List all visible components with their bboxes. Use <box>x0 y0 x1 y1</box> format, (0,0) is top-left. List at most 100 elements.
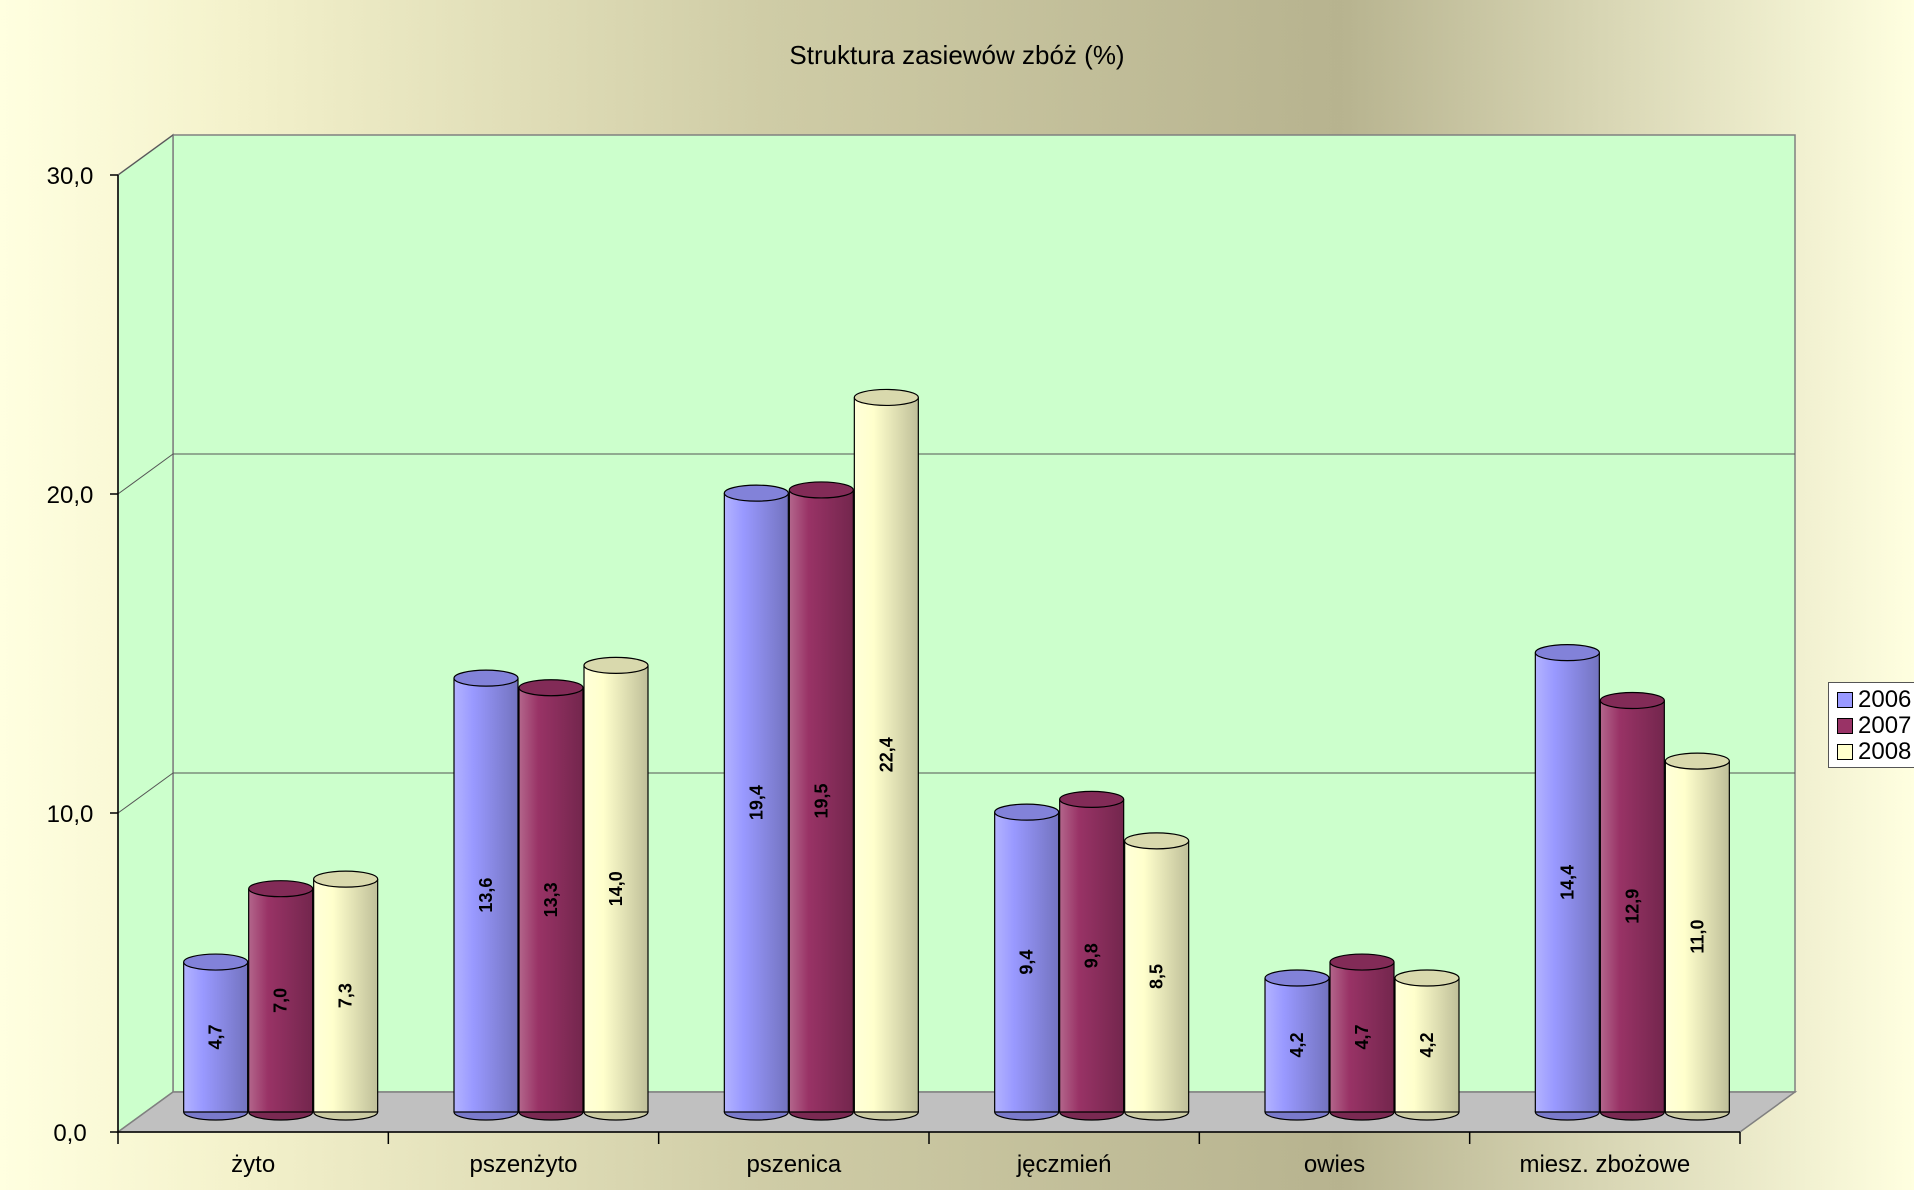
data-label: 7,3 <box>336 983 356 1008</box>
plot-back-wall <box>172 134 1796 1093</box>
data-label: 22,4 <box>876 737 896 772</box>
data-label: 8,5 <box>1147 964 1167 989</box>
bar-top <box>1059 790 1125 808</box>
bar-top <box>248 880 314 898</box>
bar-base <box>853 1111 919 1121</box>
data-label: 19,5 <box>811 783 831 818</box>
legend-label-2008: 2008 <box>1858 738 1912 765</box>
data-label: 14,0 <box>606 871 626 906</box>
bar-top <box>1599 691 1665 710</box>
chart-title: Struktura zasiewów zbóż (%) <box>789 40 1125 70</box>
y-tick-label: 30,0 <box>47 163 94 190</box>
bar-body <box>724 493 789 1112</box>
bar-top <box>1124 832 1190 850</box>
bar-body <box>248 888 313 1112</box>
x-tick-label: jęczmień <box>1016 1151 1112 1178</box>
bar-base <box>1059 1111 1125 1121</box>
legend-item-2008: 2008 <box>1837 738 1912 765</box>
data-label: 11,0 <box>1687 920 1707 954</box>
bar-base <box>453 1111 519 1121</box>
bar-top <box>1264 969 1330 987</box>
bar-body <box>854 397 919 1112</box>
bar-base <box>183 1111 249 1121</box>
bar-base <box>1599 1111 1665 1121</box>
bar-body <box>1600 700 1665 1112</box>
bar-base <box>1264 1111 1330 1121</box>
legend-swatch-2007 <box>1837 718 1853 734</box>
y-tick-label: 10,0 <box>47 801 94 828</box>
bar-base <box>994 1111 1060 1121</box>
y-tick-label: 20,0 <box>47 482 94 509</box>
plot-side-wall <box>117 133 174 1134</box>
bar-body <box>1665 761 1730 1112</box>
bar-body <box>1124 840 1189 1112</box>
data-label: 4,7 <box>206 1025 226 1050</box>
data-label: 13,3 <box>541 882 561 917</box>
x-tick-label: owies <box>1304 1151 1365 1178</box>
bar-top <box>1394 969 1460 987</box>
x-tick-label: miesz. zbożowe <box>1519 1151 1690 1178</box>
bar-body <box>1265 978 1329 1112</box>
bar-base <box>1124 1111 1190 1121</box>
bar-top <box>788 481 854 499</box>
bar-body <box>313 879 378 1112</box>
legend-label-2007: 2007 <box>1858 712 1912 739</box>
bar-base <box>723 1111 789 1121</box>
bar-body <box>454 678 518 1112</box>
data-label: 4,2 <box>1417 1032 1437 1057</box>
bar-body <box>1535 652 1600 1112</box>
gridline-side <box>117 772 174 814</box>
bar-top <box>313 870 379 888</box>
data-label: 9,4 <box>1017 950 1037 975</box>
bar-body <box>183 962 248 1112</box>
bar-base <box>248 1111 314 1121</box>
bar-top <box>518 679 584 697</box>
bar-top <box>183 953 249 971</box>
bar-base <box>518 1111 584 1121</box>
bar-body <box>584 665 648 1112</box>
bar-top <box>453 669 519 687</box>
bar-top <box>994 803 1060 821</box>
data-label: 19,4 <box>746 785 766 820</box>
bar-body <box>1059 799 1124 1112</box>
data-label: 9,8 <box>1082 943 1102 968</box>
bar-top <box>1534 644 1600 662</box>
legend-swatch-2008 <box>1837 744 1853 760</box>
x-tick-label: pszenica <box>746 1151 841 1178</box>
bar-body <box>994 812 1059 1112</box>
x-tick-label: pszenżyto <box>469 1151 577 1178</box>
data-label: 4,2 <box>1287 1032 1307 1057</box>
gridline-side <box>117 134 174 176</box>
chart-legend: 2006 2007 2008 <box>1828 682 1914 768</box>
y-tick-label: 0,0 <box>53 1120 86 1147</box>
legend-item-2007: 2007 <box>1837 712 1912 739</box>
data-label: 4,7 <box>1352 1025 1372 1050</box>
data-label: 12,9 <box>1622 889 1642 924</box>
bar-base <box>583 1111 649 1121</box>
data-label: 7,0 <box>271 988 291 1013</box>
bar-base <box>1534 1111 1600 1121</box>
bar-base <box>1664 1111 1730 1121</box>
data-label: 13,6 <box>476 878 496 913</box>
bar-base <box>313 1111 379 1121</box>
gridline-side <box>117 453 174 495</box>
bar-body <box>1330 962 1394 1112</box>
bar-base <box>788 1111 854 1121</box>
data-label: 14,4 <box>1557 865 1577 900</box>
bar-top <box>1664 752 1730 770</box>
bar-top <box>853 388 919 407</box>
bar-base <box>1329 1111 1395 1121</box>
legend-swatch-2006 <box>1837 692 1853 708</box>
x-tick-label: żyto <box>231 1151 275 1178</box>
bar-body <box>519 687 583 1112</box>
bar-top <box>583 656 649 675</box>
bar-top <box>1329 953 1395 971</box>
legend-label-2006: 2006 <box>1858 686 1912 713</box>
bar-top <box>723 484 789 502</box>
bar-base <box>1394 1111 1460 1121</box>
legend-item-2006: 2006 <box>1837 686 1912 713</box>
bar-body <box>789 489 854 1112</box>
bar-body <box>1395 978 1459 1112</box>
